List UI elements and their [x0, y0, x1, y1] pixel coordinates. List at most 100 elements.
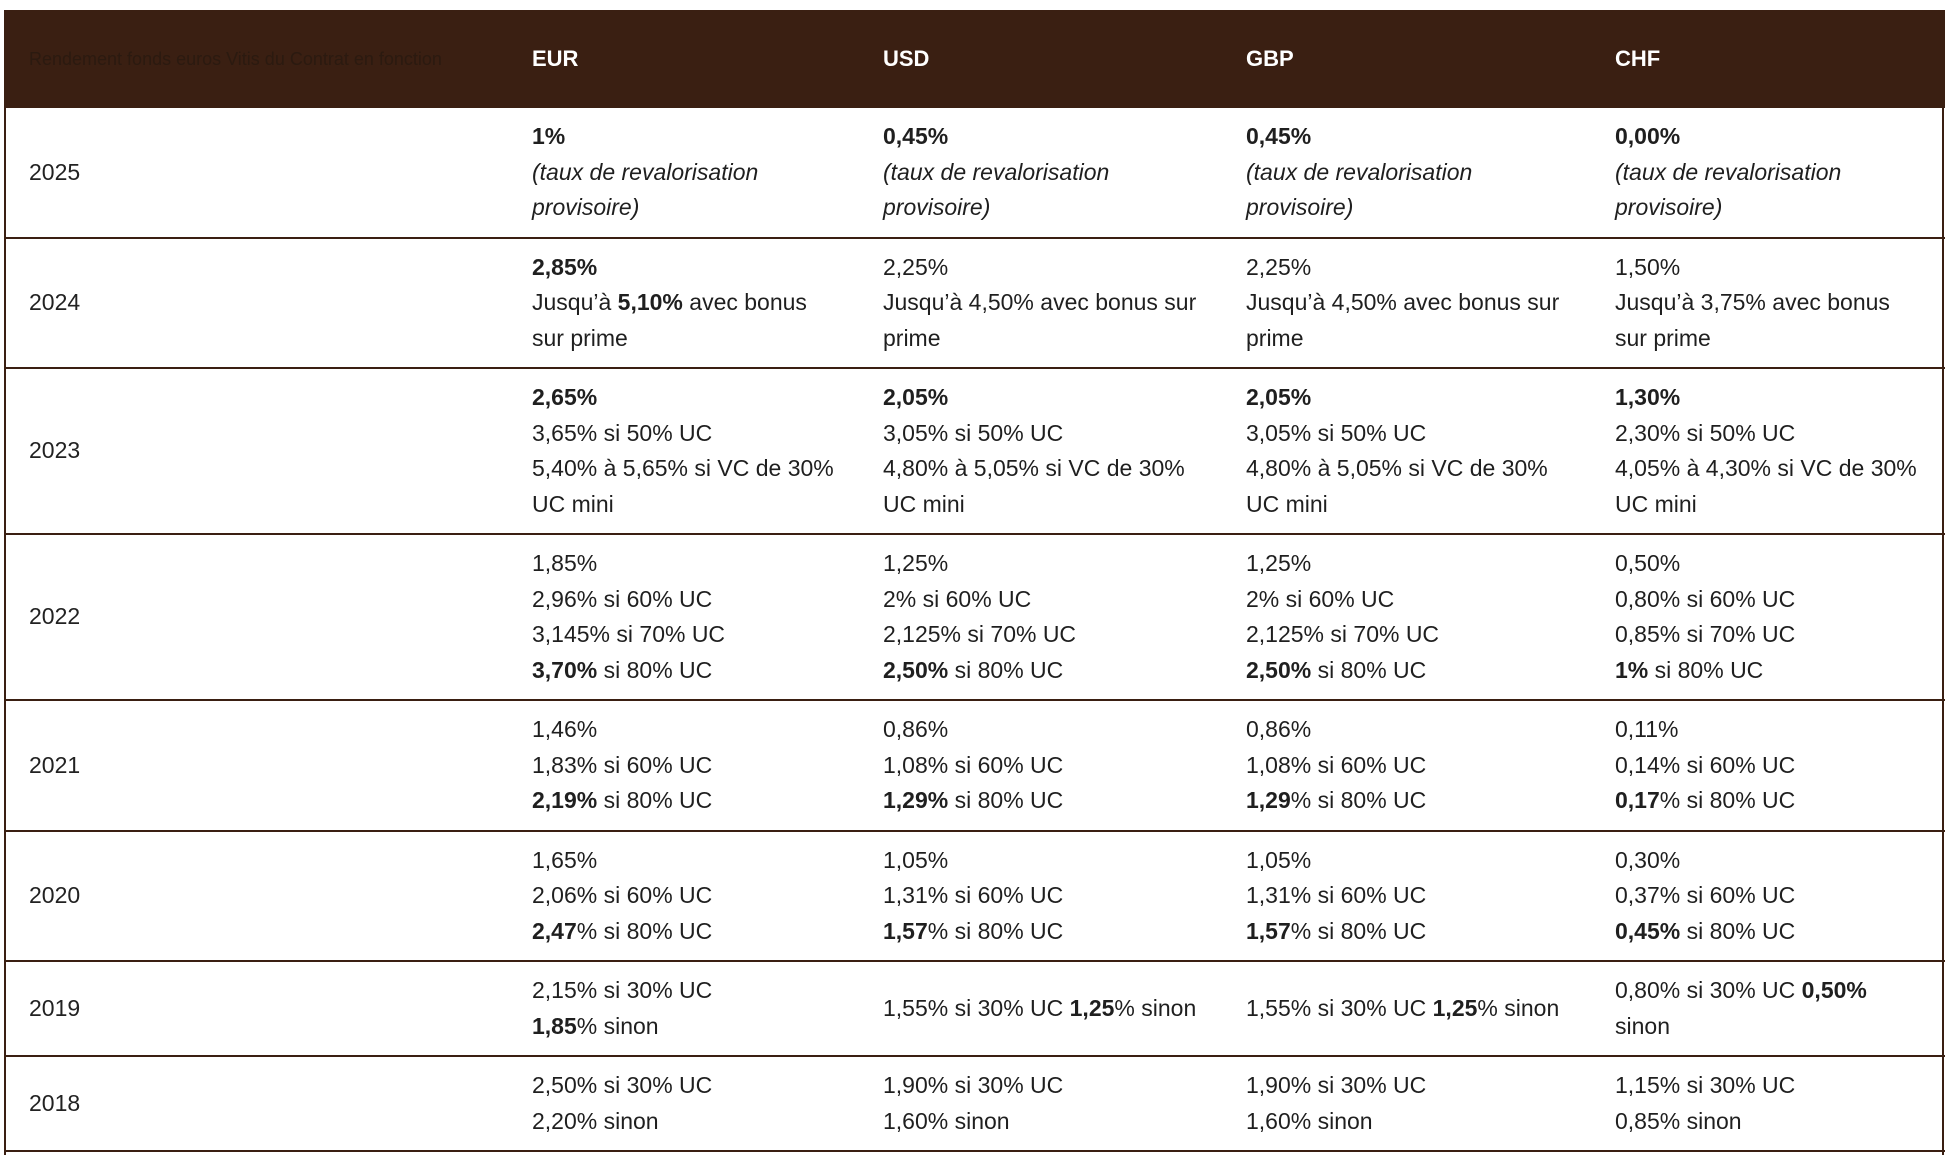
rate-cell-usd: 2,25% Jusqu’à 4,50% avec bonus sur prime	[858, 238, 1221, 369]
rate-line: 0,86%	[883, 712, 1201, 748]
rate-line: 2,25%	[1246, 250, 1570, 286]
rate-text: 1,55% si 30% UC	[883, 994, 1070, 1021]
rate-text: 1,08% si 60% UC	[1246, 751, 1427, 778]
rate-cell-chf: 0,11% 0,14% si 60% UC 0,17% si 80% UC	[1590, 700, 1945, 831]
rate-text: 3,05% si 50% UC	[883, 419, 1064, 446]
rate-text: 1,65%	[532, 846, 598, 873]
rate-line: 2,15% si 30% UC	[532, 973, 838, 1009]
rate-line: 2,125% si 70% UC	[883, 617, 1201, 653]
table-body: 2025 1% (taux de revalorisation provisoire…	[4, 108, 1945, 1151]
rate-text: 1,55% si 30% UC	[1246, 994, 1433, 1021]
rate-line: 0,85% si 70% UC	[1615, 617, 1925, 653]
rate-text: 2,50% si 30% UC	[532, 1072, 713, 1098]
rate-value-bold: 2,65%	[532, 384, 598, 410]
rate-text: 2,125% si 70% UC	[883, 621, 1077, 647]
rate-text: 1,60% sinon	[883, 1107, 1010, 1134]
rate-text: 2,06% si 60% UC	[532, 882, 713, 908]
rate-text: 3,145% si 70% UC	[532, 621, 726, 647]
rate-text: 1,25%	[1246, 550, 1312, 576]
rate-value-bold: 1,57	[883, 917, 928, 944]
rate-line: 4,80% à 5,05% si VC de 30% UC mini	[1246, 451, 1570, 522]
rate-line: 1% si 80% UC	[1615, 653, 1925, 689]
rate-note: (taux de revalorisation provisoire)	[1615, 158, 1842, 221]
rate-line: 0,45% si 80% UC	[1615, 914, 1925, 950]
rate-value-bold: 0,45%	[1615, 917, 1681, 944]
rate-line: 2,05%	[1246, 380, 1570, 416]
rate-text: 1,31% si 60% UC	[883, 882, 1064, 908]
rate-value-bold: 1,25	[1069, 994, 1115, 1021]
rate-value-bold: 0,50%	[1801, 977, 1867, 1003]
table-row: 2020 1,65% 2,06% si 60% UC 2,47% si 80% UC 1…	[4, 831, 1945, 962]
year-cell: 2023	[29, 437, 81, 464]
rate-line: 2,47% si 80% UC	[532, 914, 838, 950]
rate-value-bold: 2,85%	[532, 253, 598, 280]
rate-text: 1,90% si 30% UC	[883, 1072, 1064, 1098]
currency-header-usd: USD	[883, 46, 930, 71]
rate-line: 2,20% sinon	[532, 1104, 838, 1140]
rate-line: (taux de revalorisation provisoire)	[1246, 155, 1570, 226]
rate-cell-usd: 1,90% si 30% UC 1,60% sinon	[858, 1056, 1221, 1151]
rate-text: Jusqu’à 4,50% avec bonus sur prime	[883, 289, 1197, 351]
rate-text: % sinon	[576, 1012, 659, 1039]
rate-text: si 80% UC	[1311, 656, 1427, 683]
rate-cell-chf: 1,30% 2,30% si 50% UC 4,05% à 4,30% si VC …	[1590, 368, 1945, 534]
rate-cell-eur: 2,65% 3,65% si 50% UC 5,40% à 5,65% si VC …	[507, 368, 858, 534]
rate-text: 0,30%	[1615, 846, 1681, 873]
rate-line: 1,31% si 60% UC	[883, 878, 1201, 914]
rate-line: 2,65%	[532, 380, 838, 416]
rate-value-bold: 2,47	[532, 917, 577, 944]
rate-value-bold: 1%	[1615, 656, 1649, 683]
rate-value-bold: 1,57	[1246, 917, 1291, 944]
rate-value-bold: 0,45%	[1246, 123, 1312, 149]
rate-text: 4,05% à 4,30% si VC de 30% UC mini	[1615, 455, 1917, 517]
rate-cell-gbp: 0,86% 1,08% si 60% UC 1,29% si 80% UC	[1221, 700, 1590, 831]
table-row: 2024 2,85% Jusqu’à 5,10% avec bonus sur pr…	[4, 238, 1945, 369]
rate-text: avec bonus sur prime	[532, 289, 807, 351]
rate-line: Jusqu’à 3,75% avec bonus sur prime	[1615, 285, 1925, 356]
rate-text: 1,15% si 30% UC	[1615, 1072, 1796, 1098]
rate-text: 1,46%	[532, 716, 598, 742]
rate-cell-eur: 1,46% 1,83% si 60% UC 2,19% si 80% UC	[507, 700, 858, 831]
rate-value-bold: 1,25	[1432, 994, 1478, 1021]
rate-line: (taux de revalorisation provisoire)	[883, 155, 1201, 226]
rate-value-bold: 0,17	[1615, 787, 1660, 813]
rate-cell-gbp: 2,25% Jusqu’à 4,50% avec bonus sur prime	[1221, 238, 1590, 369]
rate-text: % si 80% UC	[1290, 787, 1427, 813]
rate-text: si 80% UC	[1680, 917, 1796, 944]
rate-line: 0,30%	[1615, 843, 1925, 879]
rate-line: 2,96% si 60% UC	[532, 582, 838, 618]
rate-line: 1,90% si 30% UC	[883, 1068, 1201, 1104]
rate-line: 1,90% si 30% UC	[1246, 1068, 1570, 1104]
rate-line: 2,05%	[883, 380, 1201, 416]
rate-value-bold: 3,70%	[532, 656, 598, 683]
year-cell: 2025	[29, 158, 81, 185]
rate-text: 2,25%	[1246, 253, 1312, 280]
table-row: 2025 1% (taux de revalorisation provisoire…	[4, 108, 1945, 238]
rate-cell-usd: 1,05% 1,31% si 60% UC 1,57% si 80% UC	[858, 831, 1221, 962]
rate-line: 0,14% si 60% UC	[1615, 748, 1925, 784]
rate-line: 2,06% si 60% UC	[532, 878, 838, 914]
rate-line: 0,11%	[1615, 712, 1925, 748]
rate-line: 1,08% si 60% UC	[1246, 748, 1570, 784]
rate-cell-gbp: 2,05% 3,05% si 50% UC 4,80% à 5,05% si VC …	[1221, 368, 1590, 534]
rate-line: 1,05%	[883, 843, 1201, 879]
rate-line: 1,31% si 60% UC	[1246, 878, 1570, 914]
rate-line: 1,05%	[1246, 843, 1570, 879]
year-cell: 2024	[29, 289, 81, 315]
rate-text: 1,05%	[1246, 846, 1312, 873]
rate-line: 3,145% si 70% UC	[532, 617, 838, 653]
rate-line: 1,30%	[1615, 380, 1925, 416]
rate-text: 1,08% si 60% UC	[883, 751, 1064, 778]
rate-cell-gbp: 1,90% si 30% UC 1,60% sinon	[1221, 1056, 1590, 1151]
rate-value-bold: 2,19%	[532, 787, 598, 813]
corner-header-label: Rendement fonds euros Vitis du Contrat e…	[29, 48, 442, 69]
rate-value-bold: 1%	[532, 123, 566, 149]
rate-line: 1,55% si 30% UC 1,25% sinon	[883, 991, 1201, 1027]
rate-line: Jusqu’à 4,50% avec bonus sur prime	[883, 285, 1201, 356]
rate-text: 1,83% si 60% UC	[532, 751, 713, 778]
rate-line: 0,17% si 80% UC	[1615, 783, 1925, 819]
rate-line: Jusqu’à 4,50% avec bonus sur prime	[1246, 285, 1570, 356]
rate-line: 0,80% si 60% UC	[1615, 582, 1925, 618]
rate-cell-chf: 0,30% 0,37% si 60% UC 0,45% si 80% UC	[1590, 831, 1945, 962]
year-cell: 2022	[29, 603, 81, 630]
